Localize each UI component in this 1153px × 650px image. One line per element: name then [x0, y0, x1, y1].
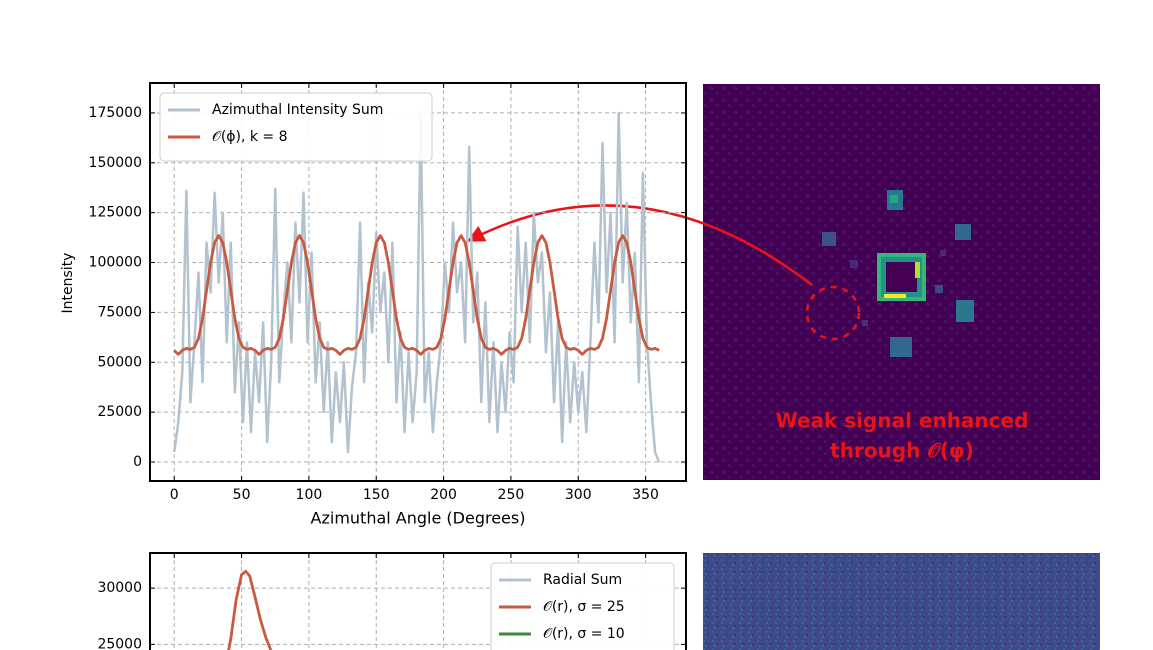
axes-frame — [149, 552, 687, 650]
plot-area — [227, 569, 273, 650]
y-tick-label: 150000 — [89, 155, 142, 171]
y-tick-label: 25000 — [97, 404, 142, 420]
annotation-text: Weak signal enhanced — [776, 409, 1029, 433]
x-tick-label: 200 — [430, 487, 457, 503]
y-tick-label: 0 — [133, 454, 142, 470]
y-tick-label: 175000 — [89, 105, 142, 121]
x-tick-label: 150 — [363, 487, 390, 503]
y-tick-label: 30000 — [97, 580, 142, 596]
y-axis-label: Intensity — [60, 253, 76, 314]
y-tick-label: 100000 — [89, 255, 142, 271]
y-tick-label: 50000 — [97, 354, 142, 370]
legend-label: 𝒪(r), σ = 10 — [543, 626, 625, 642]
annotation-arrow — [466, 204, 813, 286]
y-tick-label: 25000 — [97, 636, 142, 650]
x-tick-label: 50 — [233, 487, 251, 503]
series-line — [173, 234, 660, 356]
diffraction-image — [703, 84, 1100, 480]
axes-frame — [149, 82, 687, 482]
y-tick-label: 125000 — [89, 205, 142, 221]
legend-label: 𝒪(ϕ), k = 8 — [212, 129, 288, 145]
legend-label: Azimuthal Intensity Sum — [212, 102, 383, 118]
x-tick-label: 350 — [632, 487, 659, 503]
legend-box — [159, 92, 433, 162]
annotation-text: through 𝒪(φ) — [830, 439, 974, 463]
x-tick-label: 100 — [296, 487, 323, 503]
highlight-circle — [805, 285, 861, 341]
x-tick-label: 250 — [498, 487, 525, 503]
x-tick-label: 300 — [565, 487, 592, 503]
radial-image — [703, 553, 1100, 650]
legend-label: 𝒪(r), σ = 25 — [543, 599, 625, 615]
plot-area — [173, 111, 661, 463]
series-line — [227, 569, 273, 650]
x-tick-label: 0 — [170, 487, 179, 503]
legend-box — [490, 562, 675, 650]
legend-label: Radial Sum — [543, 572, 622, 588]
series-line — [173, 111, 661, 463]
y-tick-label: 75000 — [97, 304, 142, 320]
x-axis-label: Azimuthal Angle (Degrees) — [311, 509, 526, 528]
